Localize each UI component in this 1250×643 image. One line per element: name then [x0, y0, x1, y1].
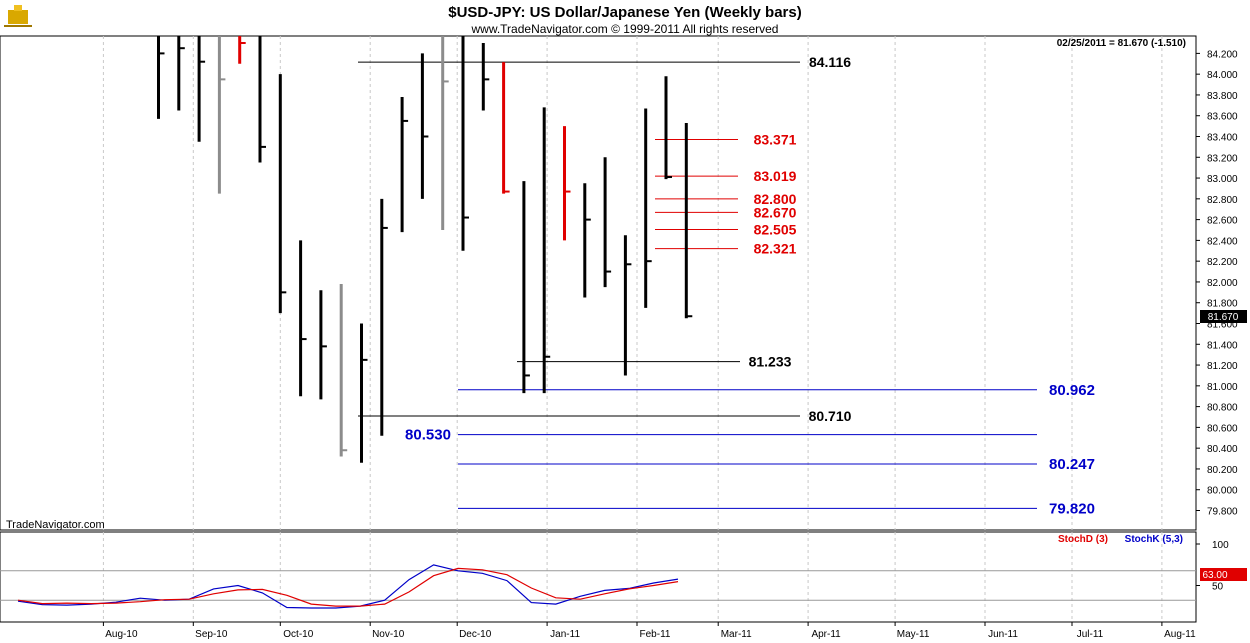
y-tick-label: 82.200 [1207, 257, 1238, 268]
y-tick-label: 83.000 [1207, 174, 1238, 185]
level-label: 83.371 [754, 132, 797, 148]
level-label: 82.670 [754, 204, 797, 220]
level-label: 82.321 [754, 241, 797, 257]
level-label: 80.247 [1049, 456, 1095, 473]
x-tick-label: Jul-11 [1077, 629, 1104, 640]
x-tick-label: Feb-11 [640, 629, 671, 640]
x-tick-label: May-11 [897, 629, 930, 640]
chart-title: $USD-JPY: US Dollar/Japanese Yen (Weekly… [448, 4, 801, 21]
y-tick-label: 82.600 [1207, 216, 1238, 227]
level-label: 82.800 [754, 191, 797, 207]
price-bars [157, 36, 693, 463]
y-tick-label: 80.600 [1207, 423, 1238, 434]
stoch-y-tick-label: 100 [1212, 540, 1229, 551]
y-tick-label: 80.200 [1207, 465, 1238, 476]
y-tick-label: 83.800 [1207, 91, 1238, 102]
x-tick-label: Jun-11 [988, 629, 1018, 640]
watermark: TradeNavigator.com [6, 519, 105, 531]
y-tick-label: 81.600 [1207, 320, 1238, 331]
y-tick-label: 84.000 [1207, 70, 1238, 81]
stoch-k-legend: StochK (5,3) [1125, 534, 1183, 545]
last-price-label: 81.670 [1208, 312, 1239, 323]
level-label: 84.116 [809, 54, 851, 70]
stoch-d-legend: StochD (3) [1058, 534, 1108, 545]
level-label: 80.710 [809, 408, 852, 424]
price-axis: 84.200 84.000 83.800 83.600 83.400 83.200 83.0… [1196, 49, 1238, 593]
status-readout: 02/25/2011 = 81.670 (-1.510) [1057, 38, 1186, 49]
x-tick-label: Apr-11 [811, 629, 841, 640]
x-tick-label: Mar-11 [721, 629, 752, 640]
stoch-y-tick-label: 50 [1212, 582, 1224, 593]
y-tick-label: 81.200 [1207, 361, 1238, 372]
y-tick-label: 80.000 [1207, 486, 1238, 497]
y-tick-label: 81.800 [1207, 299, 1238, 310]
stoch-value-box [1200, 568, 1247, 581]
time-axis: Aug-10 Sep-10 Oct-10 Nov-10 Dec-10 Jan-11 Feb-… [102, 622, 1196, 640]
y-tick-label: 81.400 [1207, 340, 1238, 351]
level-label: 81.233 [749, 354, 792, 370]
grid [0, 36, 1196, 622]
stoch-panel-frame [0, 531, 1197, 623]
level-label: 80.962 [1049, 382, 1095, 399]
y-tick-label: 82.800 [1207, 195, 1238, 206]
x-tick-label: Aug-11 [1164, 629, 1196, 640]
x-tick-label: Oct-10 [283, 629, 313, 640]
y-tick-label: 83.200 [1207, 153, 1238, 164]
stoch-k-line [17, 564, 679, 609]
chart-subtitle: www.TradeNavigator.com © 1999-2011 All r… [471, 22, 779, 36]
y-tick-label: 82.000 [1207, 278, 1238, 289]
y-tick-label: 83.400 [1207, 133, 1238, 144]
x-tick-label: Nov-10 [372, 629, 405, 640]
trade-navigator-logo [4, 5, 32, 27]
y-tick-label: 79.800 [1207, 507, 1238, 518]
level-label: 82.505 [754, 221, 797, 237]
level-label: 80.530 [405, 427, 451, 444]
y-tick-label: 82.400 [1207, 236, 1238, 247]
x-tick-label: Aug-10 [105, 629, 138, 640]
y-tick-label: 83.600 [1207, 112, 1238, 123]
y-tick-label: 84.200 [1207, 49, 1238, 60]
stoch-d-line [17, 567, 679, 607]
x-tick-label: Jan-11 [550, 629, 580, 640]
y-tick-label: 80.400 [1207, 444, 1238, 455]
stochastic-lines [17, 564, 679, 609]
last-price-box [1200, 310, 1247, 323]
x-tick-label: Dec-10 [459, 629, 492, 640]
stoch-value-label: 63.00 [1202, 570, 1227, 581]
y-tick-label: 80.800 [1207, 403, 1238, 414]
x-tick-label: Sep-10 [195, 629, 228, 640]
y-tick-label: 81.000 [1207, 382, 1238, 393]
level-label: 83.019 [754, 168, 797, 184]
level-label: 79.820 [1049, 500, 1095, 517]
